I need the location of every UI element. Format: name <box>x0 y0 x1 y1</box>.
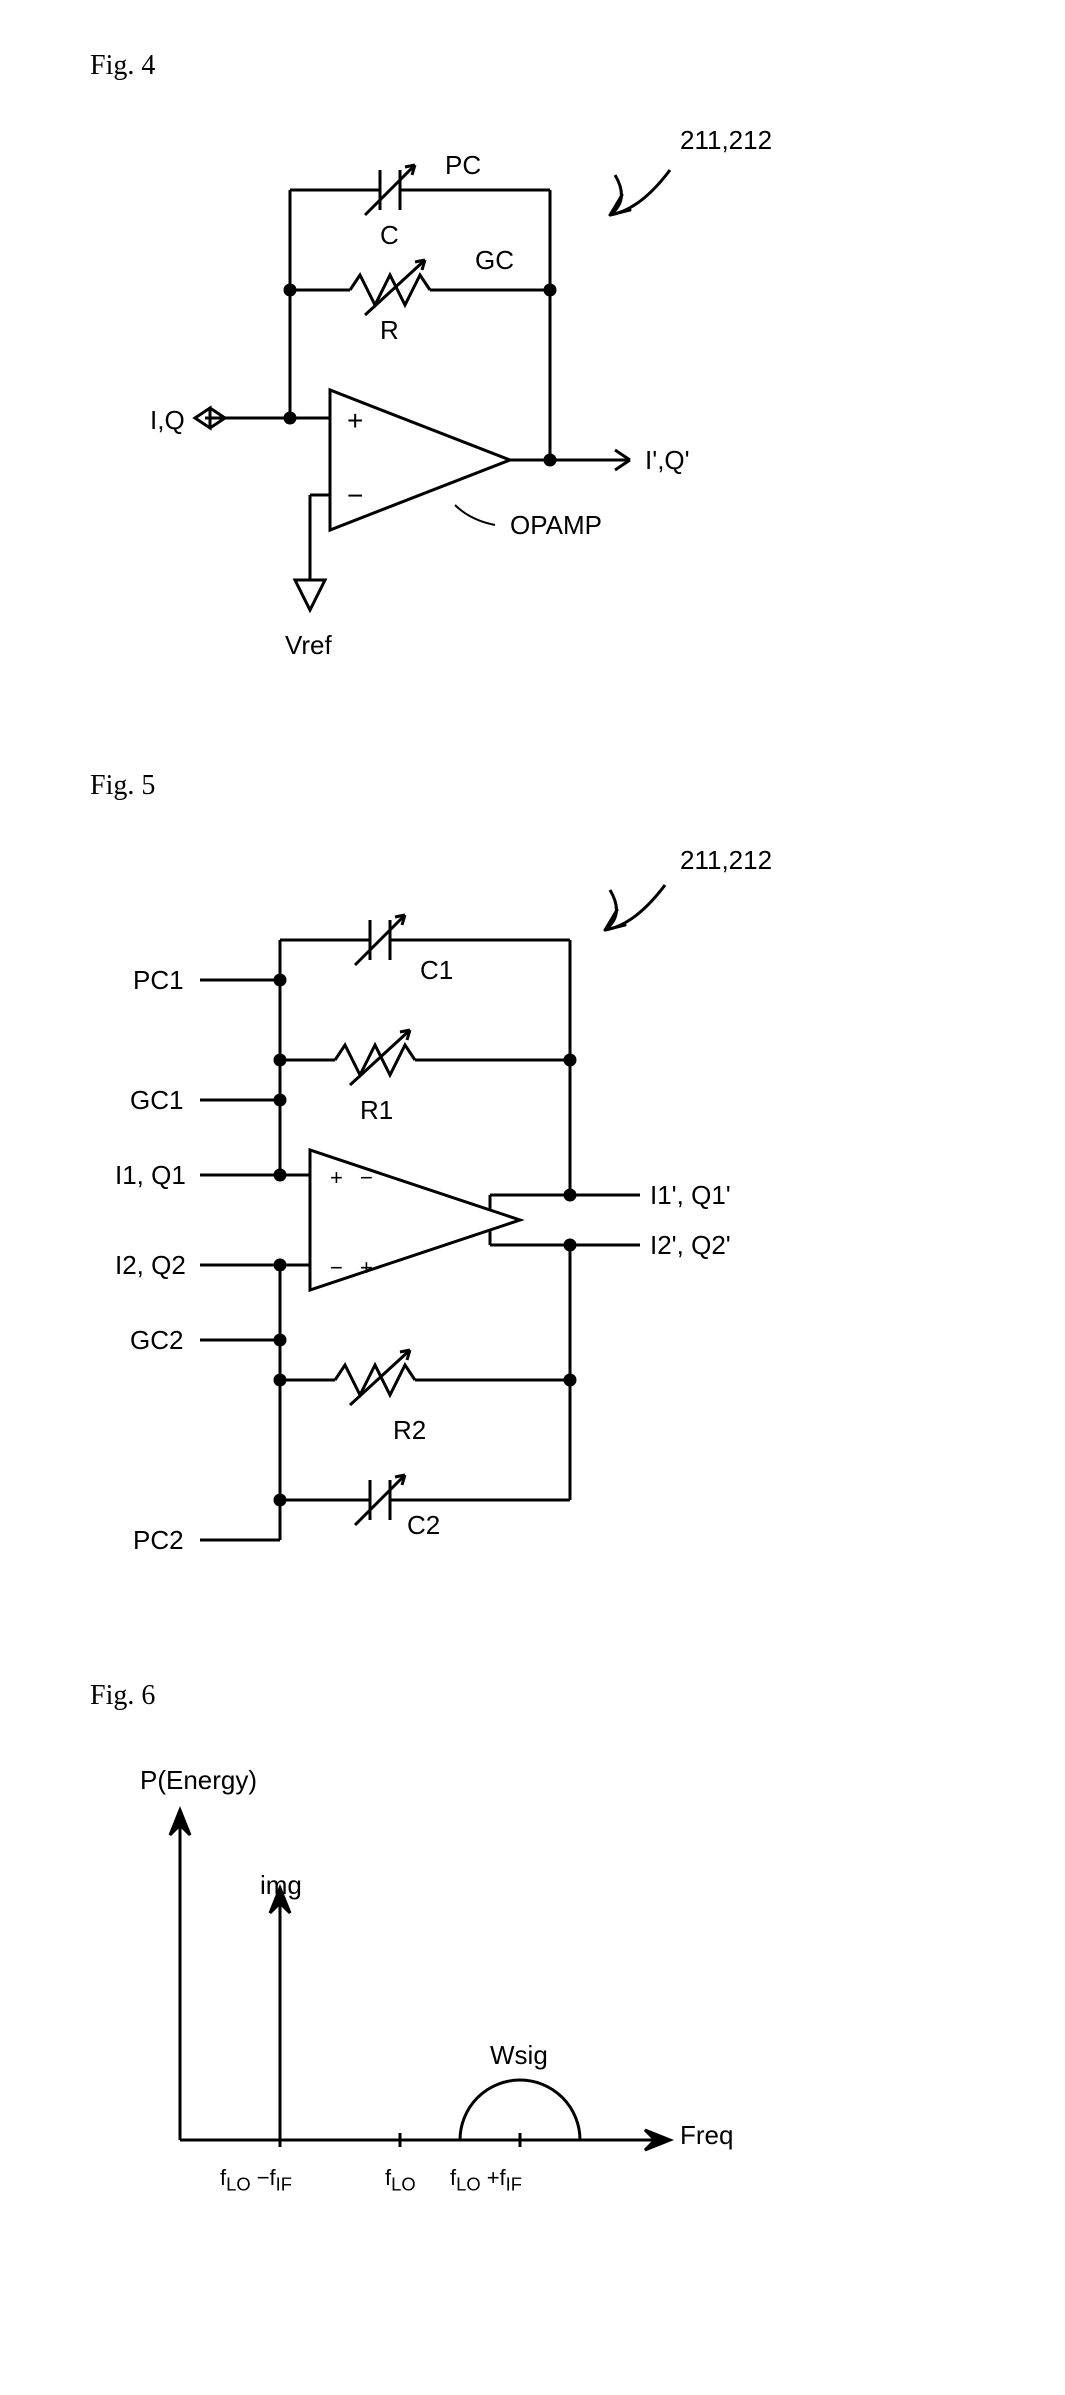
fig4-label: Fig. 4 <box>90 50 155 82</box>
fig6-t1-sub2: IF <box>276 2173 292 2194</box>
fig6-label: Fig. 6 <box>90 1680 155 1712</box>
fig4-c: C <box>380 220 399 251</box>
fig5-pc2: PC2 <box>133 1525 184 1556</box>
fig4-output: I',Q' <box>645 445 690 476</box>
fig4-opamp: + − <box>330 390 510 530</box>
fig5-out1: I1', Q1' <box>650 1180 731 1211</box>
svg-text:+: + <box>330 1165 343 1190</box>
fig6-t3-sub2: IF <box>506 2173 522 2194</box>
fig4-input: I,Q <box>150 405 185 436</box>
fig4-res-loop <box>285 260 555 315</box>
fig4-vref-label: Vref <box>285 630 332 661</box>
fig4-svg: + − <box>150 110 800 710</box>
fig5-out2: I2', Q2' <box>650 1230 731 1261</box>
svg-text:−: − <box>347 480 363 511</box>
fig6-tick1: fLO −fIF <box>220 2165 292 2195</box>
fig5-r2: R2 <box>393 1415 426 1446</box>
fig5-r1-loop <box>200 1030 575 1105</box>
fig5-c2-loop <box>200 1475 570 1540</box>
fig4-opamp-label: OPAMP <box>510 510 602 541</box>
fig6-t2-sub: LO <box>391 2173 415 2194</box>
fig5-in2: I2, Q2 <box>115 1250 186 1281</box>
fig6-wsig-label: Wsig <box>490 2040 548 2071</box>
fig5-io <box>200 1175 640 1265</box>
fig6-img-label: img <box>260 1870 302 1901</box>
fig6-wsig <box>460 2080 580 2140</box>
fig5-gc2: GC2 <box>130 1325 183 1356</box>
fig4-cap-loop <box>285 165 555 465</box>
fig5-in1: I1, Q1 <box>115 1160 186 1191</box>
fig6-t1-b: −f <box>251 2165 276 2190</box>
fig6-t1-sub: LO <box>226 2173 250 2194</box>
fig4-opamp-pointer <box>455 505 495 525</box>
fig6-xlabel: Freq <box>680 2120 733 2151</box>
fig6-ylabel: P(Energy) <box>140 1765 257 1796</box>
fig4-output-wire <box>510 450 630 470</box>
svg-text:+: + <box>360 1255 373 1280</box>
svg-text:−: − <box>360 1165 373 1190</box>
fig5-r2-loop <box>200 1240 575 1500</box>
fig4-vref <box>295 495 330 610</box>
fig6-tick2: fLO <box>385 2165 416 2195</box>
fig4-ref: 211,212 <box>680 125 772 156</box>
fig5-label: Fig. 5 <box>90 770 155 802</box>
fig5-ref-arrow <box>605 885 665 930</box>
fig5-c1: C1 <box>420 955 453 986</box>
fig6-tick3: fLO +fIF <box>450 2165 522 2195</box>
fig5-ref: 211,212 <box>680 845 772 876</box>
fig5-opamp: + − − + <box>310 1150 520 1290</box>
fig6-img <box>270 1888 290 2140</box>
svg-text:−: − <box>330 1255 343 1280</box>
svg-text:+: + <box>347 405 363 436</box>
fig5-gc1: GC1 <box>130 1085 183 1116</box>
fig6-axes <box>170 1810 670 2150</box>
fig5-r1: R1 <box>360 1095 393 1126</box>
fig4-pc: PC <box>445 150 481 181</box>
fig6-t3-b: +f <box>481 2165 506 2190</box>
fig5-c2: C2 <box>407 1510 440 1541</box>
fig6-t3-sub: LO <box>456 2173 480 2194</box>
fig5-c1-loop <box>200 915 575 1200</box>
fig4-r: R <box>380 315 399 346</box>
fig4-input-wire <box>195 408 330 428</box>
fig4-ref-arrow <box>610 170 670 215</box>
fig5-pc1: PC1 <box>133 965 184 996</box>
fig4-gc: GC <box>475 245 514 276</box>
